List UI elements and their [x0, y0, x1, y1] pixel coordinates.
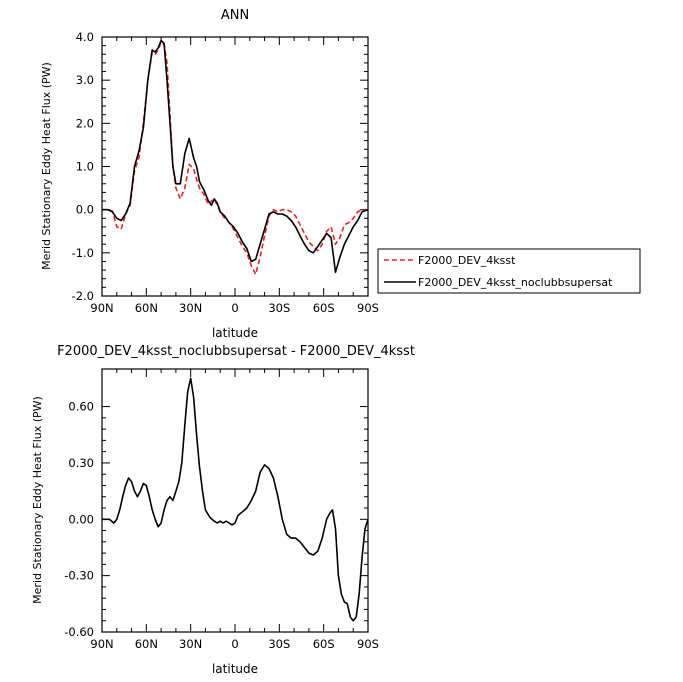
bottom-x-tick-label: 30N	[179, 637, 202, 651]
top-y-tick-label: -1.0	[72, 246, 94, 260]
top-y-tick-label: 0.0	[76, 203, 94, 217]
bottom-y-tick-label: -0.30	[64, 569, 94, 583]
top-y-tick-label: 3.0	[76, 73, 94, 87]
top-y-tick-label: 2.0	[76, 116, 94, 130]
top-x-tick-label: 90N	[90, 301, 113, 315]
bottom-x-tick-label: 0	[231, 637, 238, 651]
bottom-chart-title: F2000_DEV_4ksst_noclubbsupersat - F2000_…	[57, 344, 415, 359]
bottom-x-tick-label: 30S	[268, 637, 290, 651]
bottom-x-tick-label: 90N	[90, 637, 113, 651]
bottom-y-axis-label: Merid Stationary Eddy Heat Flux (PW)	[31, 396, 44, 604]
bottom-x-tick-label: 60N	[135, 637, 158, 651]
top-x-tick-label: 60N	[135, 301, 158, 315]
top-y-tick-label: 4.0	[76, 30, 94, 44]
bottom-series-lines	[102, 377, 369, 622]
bottom-x-tick-label: 60S	[313, 637, 335, 651]
bottom-series-line-1	[102, 377, 369, 622]
top-y-tick-label: -2.0	[72, 289, 94, 303]
bottom-y-tick-label: -0.60	[64, 625, 94, 639]
bottom-axis-ticks: 90N 60N 30N 0 30S 60S 90S -0.60 -0.30 0.00 0.30 0.6…	[64, 369, 379, 651]
top-x-tick-label: 30S	[268, 301, 290, 315]
bottom-x-tick-label: 90S	[357, 637, 379, 651]
legend-label-series-1: F2000_DEV_4ksst	[418, 254, 516, 267]
top-chart-title: ANN	[221, 8, 249, 23]
bottom-panel: F2000_DEV_4ksst_noclubbsupersat - F2000_…	[31, 344, 415, 676]
top-plot-frame	[101, 36, 369, 297]
bottom-x-axis-label: latitude	[212, 662, 258, 676]
top-series-line-2	[102, 39, 369, 274]
top-series-lines	[102, 39, 369, 276]
top-y-tick-label: 1.0	[76, 160, 94, 174]
top-x-axis-label: latitude	[212, 326, 258, 340]
legend: F2000_DEV_4ksst F2000_DEV_4ksst_noclubbs…	[377, 248, 641, 294]
top-x-tick-label: 0	[231, 301, 238, 315]
top-series-line-1	[102, 41, 368, 276]
top-panel: ANN 90N 60N 30N 0 30S 60S 90S -2.0 -1.0 0.0 1.0 2.0…	[40, 8, 379, 340]
top-x-tick-label: 90S	[357, 301, 379, 315]
bottom-y-tick-label: 0.30	[68, 456, 94, 470]
bottom-y-tick-label: 0.60	[68, 400, 94, 414]
bottom-y-tick-label: 0.00	[68, 512, 94, 526]
top-x-tick-label: 30N	[179, 301, 202, 315]
top-x-tick-label: 60S	[313, 301, 335, 315]
top-y-axis-label: Merid Stationary Eddy Heat Flux (PW)	[40, 62, 53, 270]
bottom-plot-frame	[101, 368, 369, 633]
top-axis-ticks: 90N 60N 30N 0 30S 60S 90S -2.0 -1.0 0.0 1.0 2.0 3.0 4…	[72, 30, 379, 315]
legend-label-series-2: F2000_DEV_4ksst_noclubbsupersat	[418, 276, 613, 289]
legend-box	[377, 248, 641, 294]
